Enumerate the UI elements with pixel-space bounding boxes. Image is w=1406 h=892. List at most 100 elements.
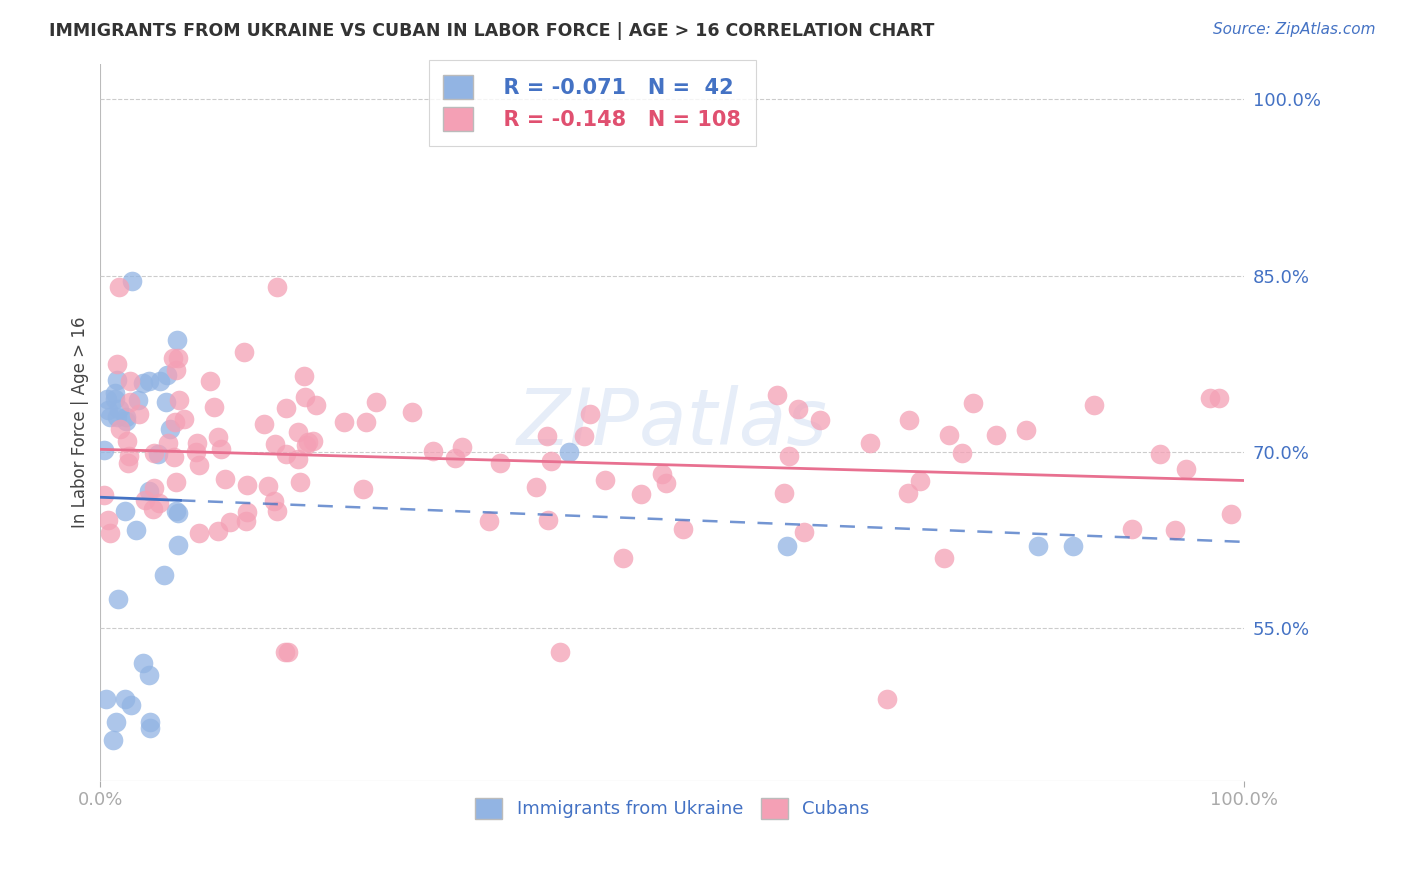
Point (188, 525, 211, 540)
Point (105, 409, 128, 424)
Point (1028, 539, 1050, 553)
Point (125, 524, 148, 538)
Point (938, 428, 960, 442)
Point (773, 485, 796, 500)
Point (155, 395, 177, 409)
Point (114, 504, 136, 518)
Point (401, 405, 423, 419)
Point (274, 447, 297, 461)
Point (950, 445, 973, 459)
Point (166, 504, 188, 518)
Point (127, 392, 149, 407)
Point (302, 434, 325, 449)
Point (108, 280, 131, 294)
Point (672, 522, 695, 536)
Point (162, 351, 184, 365)
Point (366, 395, 388, 409)
Point (655, 476, 678, 491)
Point (138, 483, 160, 498)
Point (121, 275, 143, 289)
Point (297, 435, 319, 450)
Point (188, 458, 211, 472)
Point (257, 479, 280, 493)
Point (352, 483, 374, 497)
Point (478, 514, 501, 528)
Point (204, 401, 226, 415)
Point (962, 396, 984, 410)
Point (146, 447, 169, 461)
Point (1121, 522, 1143, 536)
Point (253, 417, 276, 432)
Y-axis label: In Labor Force | Age > 16: In Labor Force | Age > 16 (72, 317, 89, 528)
Point (776, 539, 799, 553)
Point (266, 504, 288, 518)
Point (1083, 398, 1105, 412)
Point (120, 698, 142, 712)
Point (1199, 391, 1222, 405)
Point (143, 446, 166, 460)
Point (489, 457, 512, 471)
Point (305, 398, 328, 412)
Point (105, 373, 128, 387)
Point (264, 436, 287, 450)
Point (274, 401, 297, 416)
Point (934, 550, 956, 565)
Point (207, 429, 229, 443)
Point (131, 657, 153, 671)
Point (107, 591, 129, 606)
Point (793, 524, 815, 539)
Point (236, 478, 259, 492)
Point (766, 387, 789, 401)
Point (214, 472, 236, 486)
Point (1062, 539, 1084, 553)
Point (630, 487, 652, 501)
Point (114, 691, 136, 706)
Point (859, 435, 882, 450)
Point (294, 438, 316, 452)
Point (287, 452, 309, 467)
Point (778, 449, 800, 463)
Point (105, 357, 128, 371)
Point (236, 504, 259, 518)
Point (138, 375, 160, 389)
Point (167, 506, 190, 520)
Point (115, 409, 138, 424)
Point (157, 435, 180, 450)
Point (266, 280, 288, 294)
Point (117, 456, 139, 470)
Point (526, 479, 548, 493)
Point (128, 408, 150, 422)
Point (984, 428, 1007, 442)
Legend: Immigrants from Ukraine, Cubans: Immigrants from Ukraine, Cubans (468, 790, 877, 826)
Point (93, 487, 115, 501)
Point (152, 568, 174, 582)
Point (897, 413, 920, 427)
Point (173, 412, 195, 426)
Point (166, 351, 188, 365)
Point (292, 368, 315, 383)
Point (143, 481, 166, 495)
Point (166, 538, 188, 552)
Point (218, 516, 240, 530)
Point (579, 407, 602, 421)
Point (139, 715, 162, 730)
Point (118, 375, 141, 389)
Point (572, 429, 595, 443)
Point (548, 645, 571, 659)
Point (537, 513, 560, 527)
Point (294, 390, 316, 404)
Point (1164, 523, 1187, 537)
Text: IMMIGRANTS FROM UKRAINE VS CUBAN IN LABOR FORCE | AGE > 16 CORRELATION CHART: IMMIGRANTS FROM UKRAINE VS CUBAN IN LABO… (49, 22, 935, 40)
Point (115, 414, 138, 428)
Point (159, 422, 181, 436)
Point (356, 415, 378, 429)
Point (1175, 461, 1198, 475)
Point (1220, 508, 1243, 522)
Point (104, 386, 127, 401)
Point (108, 402, 131, 417)
Point (287, 425, 309, 440)
Point (132, 376, 155, 391)
Point (96, 691, 118, 706)
Point (209, 442, 232, 456)
Point (263, 493, 285, 508)
